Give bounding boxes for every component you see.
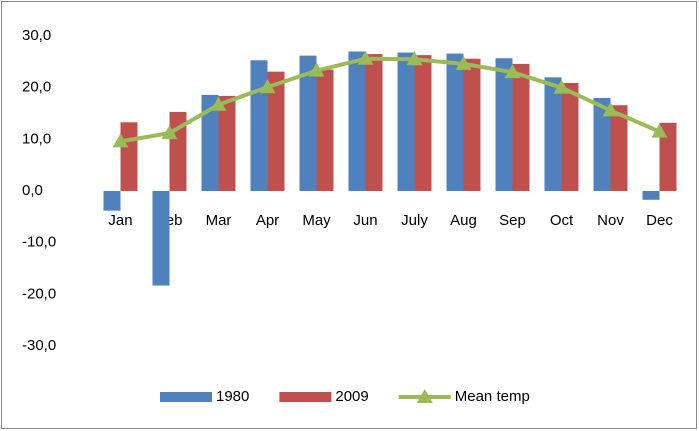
x-tick-label: Jan — [108, 212, 132, 229]
line-marker — [308, 62, 325, 77]
line-marker — [210, 96, 227, 111]
bar — [348, 51, 366, 191]
line-marker — [455, 55, 472, 70]
bar — [316, 69, 334, 191]
bar — [463, 58, 481, 191]
y-tick-label: -20,0 — [22, 285, 56, 302]
bar — [414, 55, 432, 191]
bar — [446, 53, 464, 191]
y-tick-label: -30,0 — [22, 337, 56, 354]
legend-label: Mean temp — [455, 388, 530, 405]
x-tick-label: Sep — [499, 212, 526, 229]
bar — [642, 191, 660, 200]
bar — [267, 71, 285, 191]
legend-swatch — [279, 392, 332, 402]
bar — [201, 94, 219, 191]
legend-label: 1980 — [216, 388, 249, 405]
bar — [103, 191, 121, 211]
bar — [365, 54, 383, 192]
bar — [512, 63, 530, 191]
x-tick-label: Dec — [646, 212, 673, 229]
y-tick-label: 10,0 — [22, 130, 51, 147]
legend-label: 2009 — [335, 388, 368, 405]
line-marker — [553, 79, 570, 94]
line — [120, 56, 661, 144]
x-tick-label: Jun — [353, 212, 377, 229]
bar — [299, 55, 317, 192]
line-marker — [602, 102, 619, 117]
bar — [561, 83, 579, 191]
legend-swatch — [160, 392, 212, 402]
x-tick-label: Oct — [550, 212, 574, 229]
line-marker — [651, 123, 668, 138]
bar — [250, 60, 268, 192]
y-tick-label: 20,0 — [22, 79, 51, 96]
bar — [659, 122, 677, 191]
bar — [152, 191, 170, 286]
y-tick-label: -10,0 — [22, 234, 56, 251]
x-tick-label: May — [302, 212, 331, 229]
line-marker — [406, 51, 423, 66]
bar — [610, 105, 628, 191]
x-tick-label: Aug — [450, 212, 477, 229]
line-marker — [161, 125, 178, 140]
x-tick-label: July — [401, 212, 428, 229]
legend-marker — [416, 389, 433, 403]
bar — [544, 77, 562, 191]
x-tick-label: Nov — [597, 212, 624, 229]
x-tick-label: Mar — [206, 212, 232, 229]
y-tick-label: 30,0 — [22, 27, 51, 44]
bar — [218, 95, 236, 191]
bar — [120, 122, 138, 191]
bar — [397, 52, 415, 192]
y-tick-label: 0,0 — [22, 182, 43, 199]
line-marker — [259, 79, 276, 94]
line-marker — [112, 133, 129, 148]
line-marker — [357, 50, 374, 65]
x-tick-label: Apr — [256, 212, 279, 229]
bar — [593, 98, 611, 191]
bar — [495, 58, 513, 191]
line-marker — [504, 64, 521, 79]
